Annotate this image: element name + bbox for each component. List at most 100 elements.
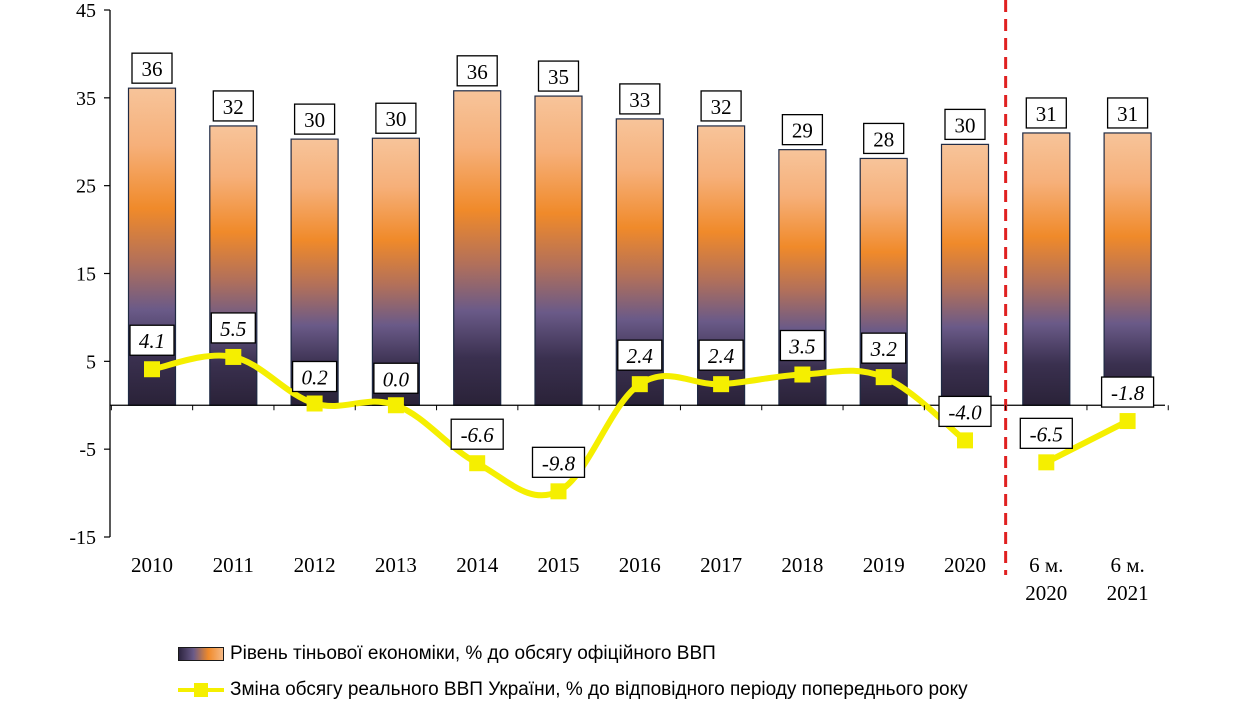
gdp-value-box: [210, 312, 256, 344]
bar: [371, 137, 420, 406]
bar-value-label: 31: [1117, 102, 1138, 126]
gdp-value-label: -1.8: [1111, 381, 1145, 405]
gdp-value-label: 3.2: [870, 337, 898, 361]
x-tick-label: 2014: [456, 553, 499, 577]
bar-value-label: 30: [955, 113, 976, 137]
gdp-marker: [957, 432, 973, 449]
bar: [1103, 132, 1152, 406]
gdp-value-box: [1100, 376, 1155, 408]
x-tick-label: 6 м.: [1110, 553, 1144, 577]
bar-value-box: [212, 90, 254, 122]
bar-value-label: 29: [792, 119, 813, 143]
gdp-value-box: [531, 446, 586, 478]
legend-label-real-gdp: Зміна обсягу реального ВВП України, % до…: [230, 679, 968, 700]
bar: [859, 157, 908, 406]
gdp-value-box: [698, 339, 744, 371]
bar-value-box: [781, 114, 824, 146]
gdp-value-box: [1019, 417, 1073, 449]
x-tick-label: 2018: [781, 553, 823, 577]
x-tick-label: 2012: [294, 553, 336, 577]
gdp-value-box: [861, 332, 907, 364]
gdp-marker: [1038, 454, 1055, 471]
gdp-marker: [387, 397, 404, 414]
bar-value-label: 30: [385, 107, 406, 131]
gdp-value-label: 5.5: [220, 317, 246, 341]
legend-item-shadow-economy: Рівень тіньової економіки, % до обсягу о…: [178, 636, 968, 672]
gdp-marker: [306, 395, 323, 412]
y-tick-label: -15: [69, 527, 96, 549]
gdp-value-box: [779, 329, 826, 362]
y-tick-label: 35: [76, 88, 96, 110]
legend-line-swatch: [178, 681, 224, 699]
gdp-value-label: 0.0: [383, 367, 410, 391]
bar: [534, 95, 583, 406]
gdp-value-box: [129, 324, 175, 356]
x-tick-label: 2017: [700, 553, 742, 577]
gdp-marker: [550, 483, 567, 500]
gdp-value-box: [938, 395, 992, 428]
gdp-value-label: -9.8: [542, 451, 576, 475]
gdp-marker: [469, 455, 486, 472]
x-tick-label: 2010: [131, 553, 173, 577]
bar-value-label: 31: [1036, 102, 1057, 126]
gdp-marker: [713, 376, 730, 393]
legend: Рівень тіньової економіки, % до обсягу о…: [178, 636, 968, 708]
x-tick-label: 2013: [375, 553, 417, 577]
bar-value-label: 33: [629, 88, 650, 112]
gdp-marker: [875, 369, 892, 386]
bar-value-label: 36: [142, 57, 163, 81]
bar-value-box: [1106, 97, 1149, 129]
y-tick-label: -5: [79, 439, 96, 461]
x-tick-label: 2019: [863, 553, 905, 577]
bar-value-box: [375, 102, 417, 134]
gdp-marker: [1119, 413, 1136, 430]
y-tick-label: 45: [76, 0, 96, 22]
bar-value-label: 36: [467, 60, 488, 84]
gdp-value-label: 2.4: [708, 344, 735, 368]
gdp-value-box: [617, 339, 663, 371]
x-tick-label: 2015: [538, 553, 580, 577]
gdp-value-label: -6.5: [1030, 422, 1063, 446]
x-tick-label: 2021: [1107, 581, 1149, 605]
bar-value-box: [293, 103, 336, 135]
gdp-marker: [225, 348, 242, 365]
gdp-marker: [144, 361, 160, 378]
bar: [1022, 132, 1071, 406]
x-tick-label: 2011: [213, 553, 254, 577]
bar: [127, 87, 177, 406]
bar-value-box: [537, 60, 580, 92]
gdp-marker: [631, 376, 648, 393]
y-tick-label: 15: [76, 264, 96, 286]
bar-value-box: [619, 83, 661, 115]
bar-value-label: 32: [711, 95, 732, 119]
bar-value-box: [863, 122, 905, 155]
bar-value-box: [456, 55, 498, 87]
legend-item-real-gdp: Зміна обсягу реального ВВП України, % до…: [178, 672, 968, 708]
legend-bar-swatch: [178, 647, 224, 661]
x-tick-label: 2020: [944, 553, 986, 577]
bar-value-box: [131, 52, 173, 84]
y-tick-label: 5: [86, 351, 96, 373]
gdp-value-label: 0.2: [301, 365, 328, 389]
gdp-value-label: -6.6: [461, 423, 495, 447]
bar: [940, 143, 990, 406]
gdp-value-box: [291, 360, 338, 393]
bar-value-label: 32: [223, 95, 244, 119]
gdp-value-label: 2.4: [627, 344, 654, 368]
bar-value-box: [700, 90, 742, 122]
gdp-marker: [794, 366, 811, 383]
gdp-value-label: 3.5: [788, 335, 815, 359]
bar-value-label: 28: [873, 127, 894, 151]
x-tick-label: 6 м.: [1029, 553, 1063, 577]
gdp-value-label: -4.0: [948, 400, 982, 424]
y-tick-label: 25: [76, 176, 96, 198]
bar: [778, 149, 827, 406]
gdp-value-box: [373, 362, 419, 394]
gdp-value-box: [450, 418, 504, 450]
bar-value-box: [944, 108, 986, 141]
gdp-value-label: 4.1: [139, 329, 165, 353]
bar-value-label: 30: [304, 108, 325, 132]
x-tick-label: 2020: [1025, 581, 1067, 605]
